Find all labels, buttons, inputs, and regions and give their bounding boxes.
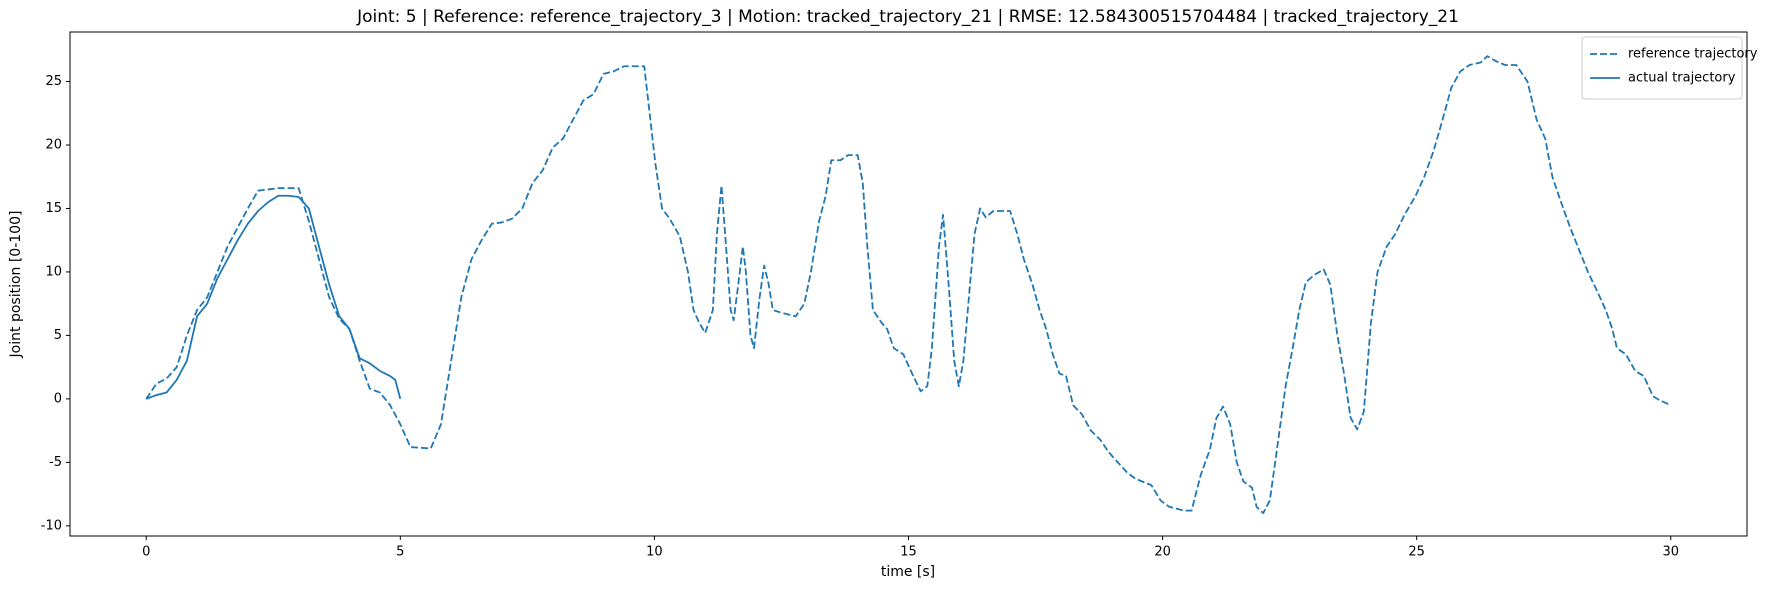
y-tick-label: 5: [54, 328, 62, 343]
x-axis-label: time [s]: [881, 564, 935, 580]
x-tick-label: 10: [646, 545, 663, 560]
y-tick-label: -5: [49, 455, 62, 470]
x-tick-label: 5: [396, 545, 404, 560]
x-tick-label: 15: [900, 545, 917, 560]
y-axis-label: Joint position [0-100]: [8, 211, 24, 359]
legend: reference trajectory actual trajectory: [1581, 36, 1758, 100]
legend-label: reference trajectory: [1628, 47, 1758, 62]
y-tick-label: 20: [45, 137, 62, 152]
series-line: [145, 194, 402, 400]
plot-frame: [69, 31, 1748, 537]
x-tick-label: 0: [142, 545, 150, 560]
chart-title: Joint: 5 | Reference: reference_trajecto…: [356, 7, 1459, 27]
y-tick-label: 15: [45, 201, 62, 216]
series-line: [145, 55, 1672, 515]
x-tick-label: 25: [1408, 545, 1425, 560]
legend-box: [1581, 36, 1743, 100]
x-tick-label: 20: [1154, 545, 1171, 560]
y-tick-label: 25: [45, 74, 62, 89]
y-tick-label: 0: [54, 391, 62, 406]
y-tick-label: 10: [45, 264, 62, 279]
y-tick-label: -10: [41, 518, 62, 533]
x-tick-label: 30: [1662, 545, 1679, 560]
legend-label: actual trajectory: [1628, 71, 1736, 86]
